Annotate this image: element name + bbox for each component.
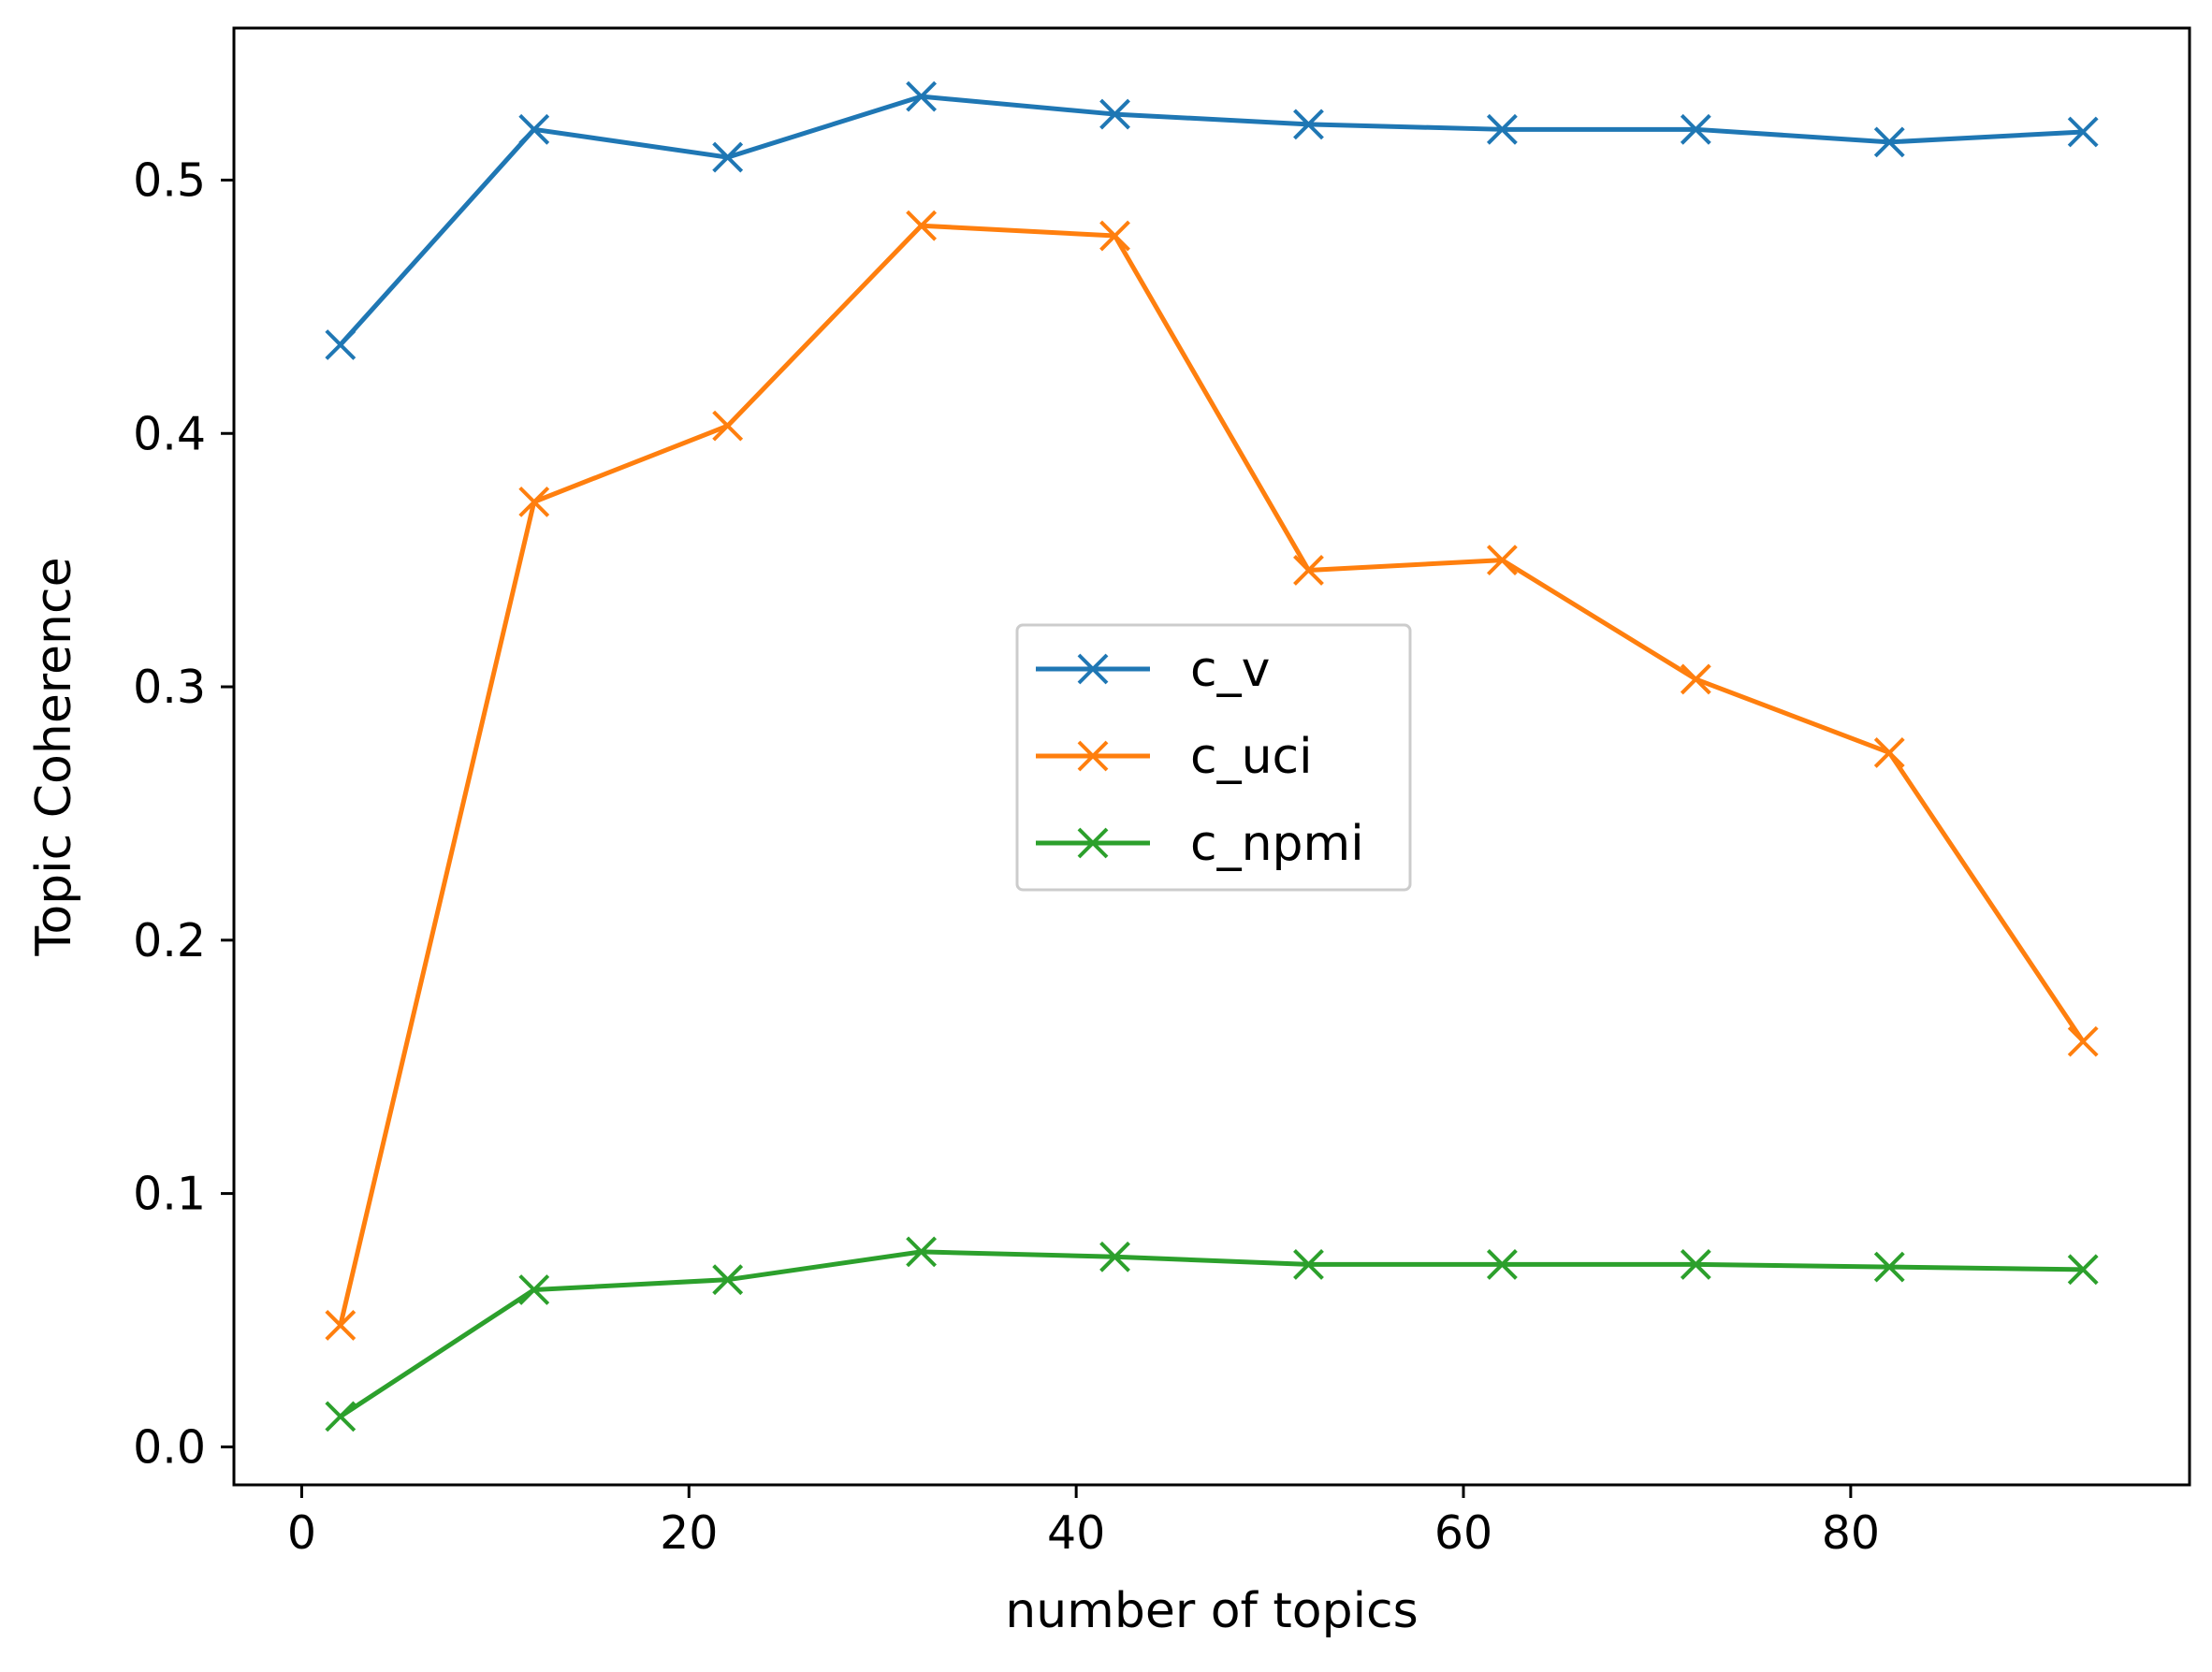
- data-point-marker: [1486, 1249, 1518, 1280]
- y-tick-label: 0.1: [133, 1168, 206, 1221]
- data-point-marker: [518, 486, 550, 517]
- legend-marker: [1077, 740, 1109, 772]
- series-line: [338, 94, 2086, 347]
- data-point-marker: [2067, 1254, 2099, 1286]
- data-point-marker: [1873, 126, 1905, 158]
- data-point-marker: [1099, 1241, 1130, 1272]
- data-point-marker: [906, 1236, 938, 1268]
- data-point-marker: [518, 1274, 550, 1305]
- data-point-marker: [1873, 1251, 1905, 1283]
- x-tick-label: 40: [1047, 1506, 1105, 1560]
- legend-box: [1015, 623, 1412, 892]
- series-c-v: [325, 80, 2099, 360]
- y-axis: 0.0 0.1 0.2 0.3 0.4 0.5: [133, 153, 234, 1474]
- x-tick-label: 0: [287, 1506, 316, 1560]
- y-tick-label: 0.0: [133, 1420, 206, 1474]
- data-point-marker: [1680, 663, 1711, 695]
- legend-label: c_npmi: [1190, 816, 1364, 872]
- legend-marker: [1077, 653, 1109, 685]
- data-point-marker: [906, 80, 938, 112]
- data-point-marker: [2067, 1025, 2099, 1057]
- data-point-marker: [325, 329, 357, 360]
- data-point-marker: [2067, 116, 2099, 148]
- legend-marker: [1077, 827, 1109, 859]
- x-tick-label: 20: [660, 1506, 718, 1560]
- series-line: [338, 223, 2086, 1328]
- data-point-marker: [1099, 98, 1130, 130]
- series-c-npmi: [325, 1236, 2099, 1432]
- series-line: [338, 1249, 2086, 1419]
- plot-area-frame: [232, 26, 2191, 1487]
- data-point-marker: [1680, 1249, 1711, 1280]
- data-point-marker: [712, 410, 744, 442]
- y-tick-label: 0.3: [133, 661, 206, 714]
- data-point-marker: [325, 1401, 357, 1432]
- x-tick-label: 80: [1822, 1506, 1880, 1560]
- y-tick-label: 0.2: [133, 914, 206, 967]
- x-axis: 0 20 40 60 80: [287, 1485, 1880, 1560]
- data-point-marker: [712, 1264, 744, 1296]
- y-tick-label: 0.5: [133, 153, 206, 207]
- y-tick-label: 0.4: [133, 407, 206, 460]
- data-point-marker: [1099, 220, 1130, 252]
- series-c-uci: [325, 210, 2099, 1341]
- legend-item: c_uci: [1036, 729, 1313, 785]
- legend-label: c_uci: [1190, 729, 1313, 785]
- data-point-marker: [906, 210, 938, 241]
- legend-label: c_v: [1190, 642, 1270, 698]
- data-point-marker: [1293, 1249, 1324, 1280]
- data-point-marker: [1680, 113, 1711, 145]
- y-axis-title: Topic Coherence: [26, 557, 82, 956]
- data-point-marker: [1486, 113, 1518, 145]
- series-layer: [325, 80, 2099, 1432]
- x-axis-title: number of topics: [1005, 1583, 1418, 1639]
- data-point-marker: [1486, 545, 1518, 576]
- data-point-marker: [1293, 555, 1324, 586]
- data-point-marker: [712, 141, 744, 173]
- legend: c_v c_uci c_npmi: [1015, 623, 1412, 892]
- data-point-marker: [518, 113, 550, 145]
- legend-item: c_v: [1036, 642, 1270, 698]
- x-tick-label: 60: [1434, 1506, 1492, 1560]
- data-point-marker: [1293, 109, 1324, 140]
- legend-item: c_npmi: [1036, 816, 1364, 872]
- data-point-marker: [1873, 737, 1905, 768]
- data-point-marker: [325, 1309, 357, 1341]
